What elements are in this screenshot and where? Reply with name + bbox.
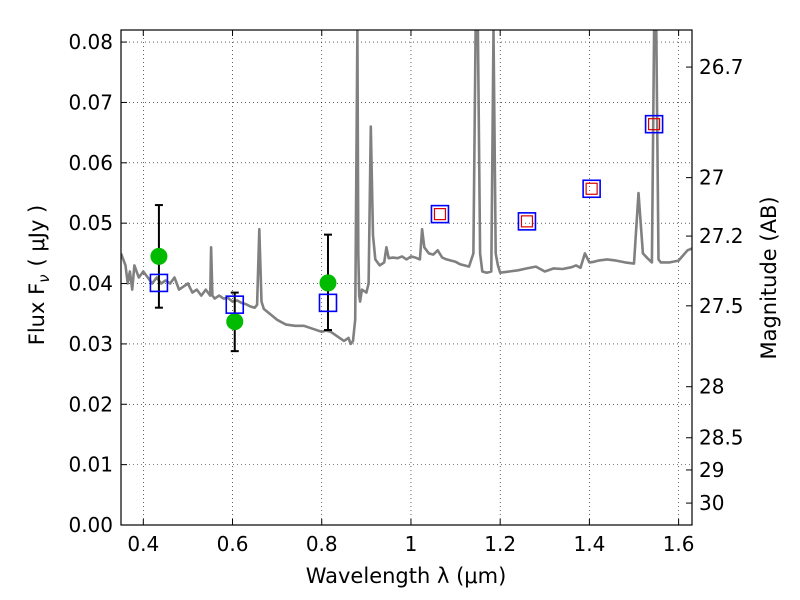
- right-tick-label: 27.2: [699, 224, 744, 248]
- observed-series: [150, 247, 337, 331]
- observed-point: [150, 247, 168, 265]
- right-tick-label: 30: [699, 491, 724, 515]
- y-tick-label: 0.03: [68, 332, 113, 356]
- right-axis-ticks: 26.7 27 27.2 27.5 28 28.5 29 30: [686, 55, 744, 515]
- model-point: [318, 293, 338, 313]
- right-tick-label: 27.5: [699, 294, 744, 318]
- observed-point: [226, 313, 244, 331]
- y-tick-label: 0.02: [68, 392, 113, 416]
- model-point: [644, 114, 664, 134]
- x-tick-label: 0.4: [127, 532, 159, 556]
- observed-point: [319, 274, 337, 292]
- x-axis-ticks: 0.4 0.6 0.8 1 1.2 1.4 1.6: [127, 30, 695, 556]
- model-point-inner: [585, 182, 598, 195]
- model-point: [582, 179, 601, 199]
- y-tick-label: 0.00: [68, 513, 113, 537]
- y-axis-label: Flux Fν ( μJy ): [25, 205, 53, 346]
- model-series: [149, 114, 664, 314]
- y-tick-label: 0.06: [68, 151, 113, 175]
- spectrum-series: [121, 30, 692, 346]
- right-tick-label: 26.7: [699, 55, 744, 79]
- model-point-inner: [647, 118, 661, 131]
- model-point: [430, 204, 450, 224]
- y-axis-ticks: 0.00 0.01 0.02 0.03 0.04 0.05 0.06 0.07 0.08: [68, 30, 127, 537]
- model-point: [517, 212, 537, 231]
- y-axis-label-unit: ( μJy ): [25, 205, 49, 267]
- x-tick-label: 0.8: [306, 532, 338, 556]
- right-axis-label: Magnitude (AB): [757, 196, 781, 359]
- right-tick-label: 29: [699, 458, 724, 482]
- right-tick-label: 28: [699, 375, 724, 399]
- model-point-inner: [433, 208, 447, 221]
- x-tick-label: 0.6: [217, 532, 249, 556]
- x-tick-label: 1: [405, 532, 418, 556]
- model-point-inner: [520, 215, 534, 228]
- y-tick-label: 0.04: [68, 272, 113, 296]
- spectrum-line: [121, 30, 692, 346]
- x-tick-label: 1.2: [484, 532, 516, 556]
- y-tick-label: 0.01: [68, 453, 113, 477]
- model-point: [225, 295, 245, 314]
- y-tick-label: 0.05: [68, 211, 113, 235]
- right-tick-label: 27: [699, 166, 724, 190]
- errorbar-series: [154, 204, 332, 353]
- y-axis-label-main: Flux F: [25, 283, 49, 345]
- y-axis-label-sub: ν: [35, 274, 53, 282]
- x-tick-label: 1.6: [663, 532, 695, 556]
- x-axis-label: Wavelength λ (μm): [306, 564, 507, 588]
- model-point: [149, 273, 169, 293]
- grid: [121, 30, 692, 526]
- y-tick-label: 0.08: [68, 30, 113, 54]
- plot-frame: [120, 29, 693, 526]
- y-tick-label: 0.07: [68, 90, 113, 114]
- right-tick-label: 28.5: [699, 426, 744, 450]
- x-tick-label: 1.4: [573, 532, 605, 556]
